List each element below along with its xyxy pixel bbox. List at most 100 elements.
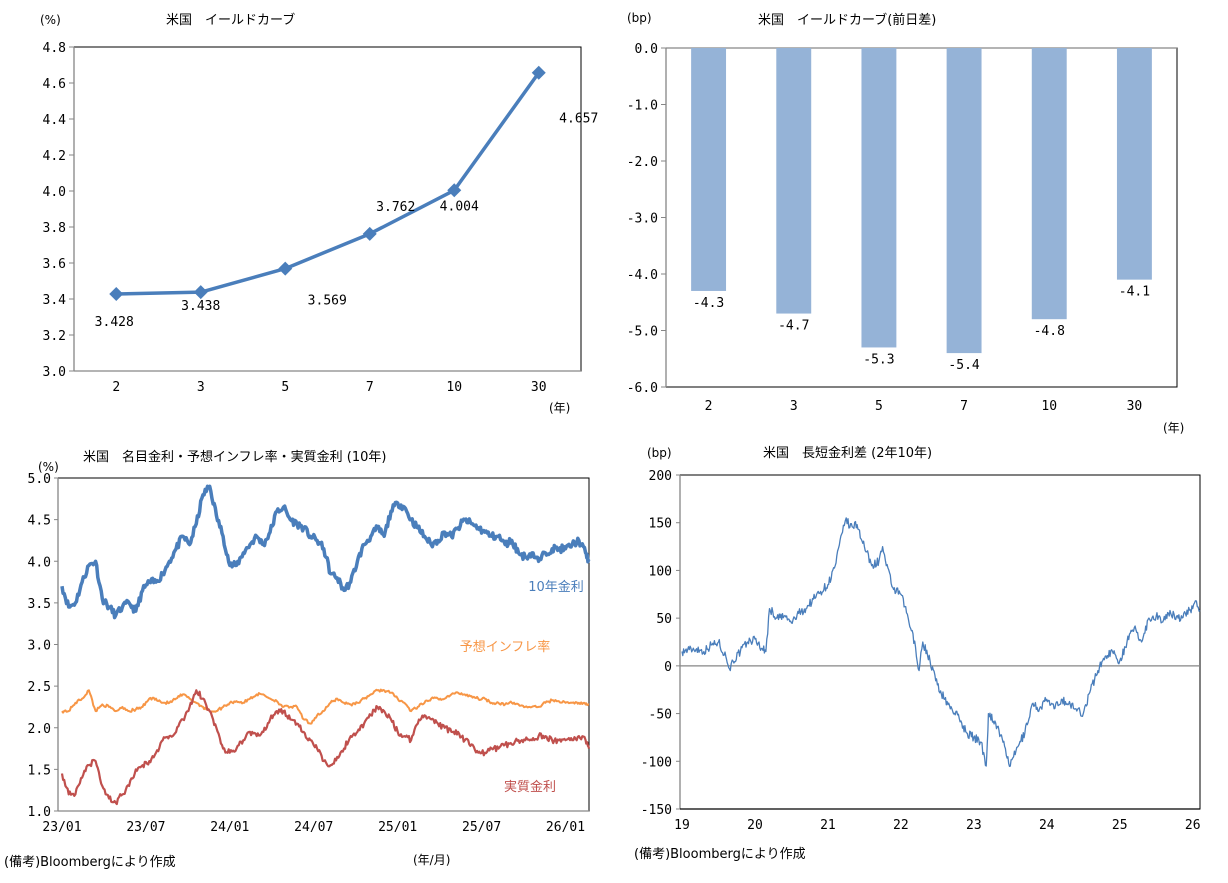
y-tick-label: -150 — [641, 803, 672, 818]
x-tick-label: 5 — [875, 399, 883, 414]
x-tick-label: 7 — [366, 380, 374, 395]
x-tick-label: 21 — [820, 818, 836, 833]
data-point-marker — [362, 226, 377, 241]
data-label: 3.438 — [181, 299, 220, 314]
y-tick-label: -4.0 — [627, 268, 658, 283]
y-tick-label: -1.0 — [627, 99, 658, 114]
y-tick-label: 3.8 — [43, 221, 66, 236]
data-label: 4.657 — [559, 112, 598, 127]
y-tick-label: 3.4 — [43, 293, 67, 308]
data-label: 4.004 — [440, 199, 479, 214]
chart-title: 米国 イールドカーブ(前日差) — [758, 12, 936, 28]
y-tick-label: 3.2 — [43, 329, 66, 344]
x-tick-label: 10 — [446, 380, 462, 395]
data-label: 3.569 — [308, 294, 347, 309]
plot-area — [73, 46, 582, 372]
x-tick-label: 23/07 — [126, 820, 165, 835]
y-tick-label: 3.6 — [43, 257, 66, 272]
y-tick-label: -100 — [641, 755, 672, 770]
y-tick-label: 1.5 — [28, 763, 51, 778]
x-tick-label: 25 — [1112, 818, 1128, 833]
data-point-marker — [193, 285, 208, 300]
y-tick-label: 50 — [656, 612, 672, 627]
data-point-marker — [278, 261, 293, 276]
y-tick-label: 2.5 — [28, 680, 51, 695]
x-tick-label: 25/07 — [462, 820, 501, 835]
y-tick-label: 200 — [649, 469, 672, 484]
x-tick-label: 24 — [1039, 818, 1055, 833]
data-label: -4.1 — [1119, 285, 1150, 300]
y-tick-label: -6.0 — [627, 381, 658, 396]
y-tick-label: 5.0 — [28, 472, 51, 487]
data-point-marker — [447, 183, 462, 198]
y-tick-label: 3.0 — [28, 639, 51, 654]
data-label: 3.428 — [95, 315, 134, 330]
y-tick-label: 4.5 — [28, 514, 51, 529]
y-tick-label: -3.0 — [627, 212, 658, 227]
x-tick-label: 20 — [747, 818, 763, 833]
y-tick-label: -5.0 — [627, 325, 658, 340]
data-label: -5.3 — [863, 352, 894, 367]
y-tick-label: 2.0 — [28, 722, 51, 737]
y-tick-label: -2.0 — [627, 155, 658, 170]
bar — [776, 48, 812, 314]
bar — [1031, 48, 1067, 320]
series-label: 実質金利 — [504, 779, 556, 795]
y-tick-label: 100 — [649, 564, 672, 579]
y-tick-label: 0.0 — [635, 42, 658, 57]
y-tick-label: 4.8 — [43, 41, 66, 56]
y-tick-label: 4.6 — [43, 77, 66, 92]
data-point-marker — [109, 286, 124, 301]
yield-curve-chart: (%) 米国 イールドカーブ (年) 3.0 3.2 3.4 3.6 3.8 4.0 4.2… — [40, 12, 598, 415]
bar — [1116, 48, 1152, 280]
data-point-marker — [531, 65, 546, 80]
y-unit-label: (bp) — [627, 11, 652, 25]
data-label: -4.8 — [1034, 324, 1065, 339]
series-line — [61, 688, 590, 725]
x-tick-label: 24/07 — [294, 820, 333, 835]
y-tick-label: 4.0 — [28, 555, 51, 570]
x-tick-label: 30 — [531, 380, 547, 395]
y-tick-label: 4.0 — [43, 185, 66, 200]
bar — [861, 48, 897, 348]
x-tick-label: 19 — [674, 818, 690, 833]
x-tick-label: 7 — [960, 399, 968, 414]
y-tick-label: 3.5 — [28, 597, 51, 612]
series-line — [116, 71, 541, 296]
y-unit-label: (%) — [38, 460, 59, 474]
y-tick-label: 3.0 — [43, 365, 66, 380]
x-tick-label: 30 — [1127, 399, 1143, 414]
chart-title: 米国 名目金利・予想インフレ率・実質金利 (10年) — [83, 449, 386, 465]
chart-title: 米国 イールドカーブ — [166, 12, 295, 28]
series-line — [681, 517, 1201, 768]
y-tick-label: -50 — [649, 708, 672, 723]
y-unit-label: (%) — [40, 13, 61, 27]
nominal-inflation-real-chart: (%) 米国 名目金利・予想インフレ率・実質金利 (10年) (年/月) 1.0… — [28, 449, 591, 867]
y-tick-label: 150 — [649, 517, 672, 532]
data-label: -4.3 — [693, 296, 724, 311]
x-tick-label: 24/01 — [210, 820, 249, 835]
x-tick-label: 10 — [1041, 399, 1057, 414]
series-label: 10年金利 — [528, 579, 584, 595]
y-tick-label: 4.4 — [43, 113, 67, 128]
source-note-right: (備考)Bloombergにより作成 — [634, 847, 806, 862]
bar — [946, 48, 982, 354]
data-label: -5.4 — [948, 358, 979, 373]
data-label: 3.762 — [376, 200, 415, 215]
y-unit-label: (bp) — [647, 446, 672, 460]
x-tick-label: 23 — [966, 818, 982, 833]
series-line — [60, 484, 591, 620]
series-label: 予想インフレ率 — [460, 639, 551, 655]
series-line — [60, 689, 591, 806]
x-tick-label: 25/01 — [378, 820, 417, 835]
x-unit-label: (年) — [549, 401, 570, 415]
term-spread-chart: (bp) 米国 長短金利差 (2年10年) 200 150 100 50 0 -50 -10… — [641, 445, 1201, 833]
bar — [691, 48, 727, 291]
yield-curve-change-chart: (bp) 米国 イールドカーブ(前日差) (年) 0.0 -1.0 -2.0 -3.0… — [627, 11, 1185, 435]
x-tick-label: 26/01 — [546, 820, 585, 835]
source-note-left: (備考)Bloombergにより作成 — [4, 855, 176, 870]
x-unit-label: (年/月) — [413, 853, 450, 867]
data-label: -4.7 — [778, 319, 809, 334]
y-tick-label: 0 — [664, 660, 672, 675]
x-tick-label: 5 — [281, 380, 289, 395]
